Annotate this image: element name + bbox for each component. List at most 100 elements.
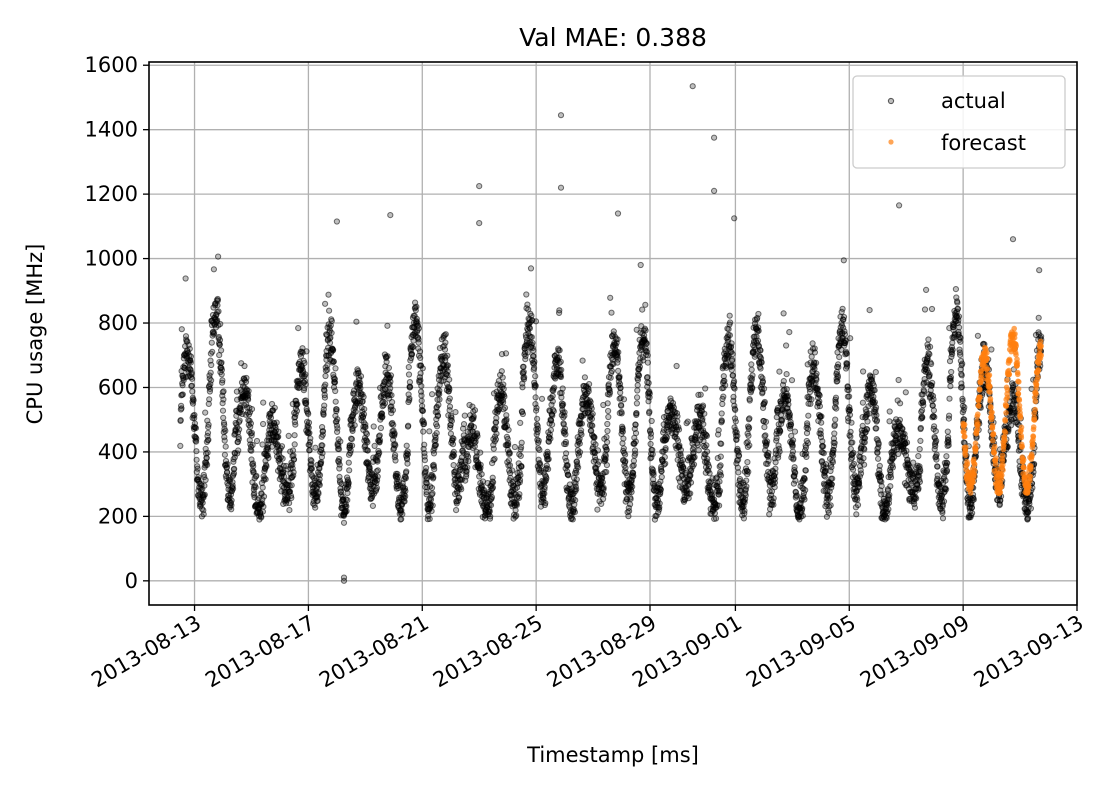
actual-point <box>544 476 549 481</box>
actual-point <box>533 319 538 324</box>
actual-point <box>704 433 709 438</box>
actual-point <box>530 340 535 345</box>
actual-point <box>249 407 254 412</box>
actual-point <box>649 418 654 423</box>
actual-point <box>762 399 767 404</box>
actual-point <box>180 383 185 388</box>
actual-point <box>665 435 670 440</box>
actual-point <box>745 460 750 465</box>
actual-point <box>361 394 366 399</box>
actual-point <box>945 461 950 466</box>
actual-point <box>558 113 563 118</box>
forecast-point <box>992 444 998 450</box>
actual-point <box>506 443 511 448</box>
actual-point <box>934 438 939 443</box>
actual-point <box>579 421 584 426</box>
actual-point <box>345 491 350 496</box>
actual-point <box>777 369 782 374</box>
actual-point <box>897 417 902 422</box>
actual-point <box>1009 423 1014 428</box>
actual-point <box>563 439 568 444</box>
forecast-point <box>1019 435 1025 441</box>
actual-point <box>918 425 923 430</box>
actual-point <box>254 438 259 443</box>
actual-point <box>304 400 309 405</box>
actual-point <box>717 479 722 484</box>
actual-point <box>447 396 452 401</box>
actual-point <box>337 462 342 467</box>
actual-point <box>643 302 648 307</box>
forecast-point <box>1038 353 1044 359</box>
actual-point <box>558 374 563 379</box>
actual-point <box>291 470 296 475</box>
actual-point <box>635 388 640 393</box>
actual-point <box>215 298 220 303</box>
actual-point <box>377 450 382 455</box>
actual-point <box>944 487 949 492</box>
forecast-point <box>988 396 994 402</box>
actual-point <box>218 321 223 326</box>
actual-point <box>316 491 321 496</box>
actual-point <box>696 448 701 453</box>
actual-point <box>506 427 511 432</box>
actual-point <box>931 397 936 402</box>
actual-point <box>851 450 856 455</box>
actual-point <box>542 484 547 489</box>
actual-point <box>615 357 620 362</box>
forecast-point <box>1003 430 1009 436</box>
actual-point <box>194 449 199 454</box>
actual-point <box>823 474 828 479</box>
actual-point <box>399 517 404 522</box>
actual-point <box>662 455 667 460</box>
actual-point <box>219 348 224 353</box>
actual-point <box>851 461 856 466</box>
actual-point <box>935 464 940 469</box>
actual-point <box>617 374 622 379</box>
forecast-point <box>1031 424 1037 430</box>
actual-point <box>706 464 711 469</box>
actual-point <box>605 401 610 406</box>
actual-point <box>805 441 810 446</box>
actual-point <box>488 514 493 519</box>
actual-point <box>729 341 734 346</box>
actual-point <box>786 402 791 407</box>
actual-point <box>533 395 538 400</box>
actual-point <box>582 375 587 380</box>
actual-point <box>631 473 636 478</box>
actual-point <box>307 430 312 435</box>
actual-point <box>833 395 838 400</box>
actual-point <box>828 503 833 508</box>
actual-point <box>876 442 881 447</box>
actual-point <box>927 352 932 357</box>
actual-point <box>904 440 909 445</box>
actual-point <box>603 454 608 459</box>
actual-point <box>871 394 876 399</box>
actual-point <box>705 456 710 461</box>
actual-point <box>790 443 795 448</box>
actual-point <box>953 287 958 292</box>
actual-point <box>609 310 614 315</box>
actual-point <box>421 422 426 427</box>
actual-point <box>766 458 771 463</box>
actual-point <box>781 311 786 316</box>
actual-point <box>817 404 822 409</box>
actual-point <box>760 379 765 384</box>
actual-point <box>766 450 771 455</box>
actual-point <box>763 433 768 438</box>
actual-point <box>451 453 456 458</box>
actual-point <box>528 266 533 271</box>
actual-point <box>958 352 963 357</box>
x-tick-label: 2013-08-25 <box>429 611 547 693</box>
actual-point <box>732 386 737 391</box>
actual-point <box>465 465 470 470</box>
actual-point <box>236 437 241 442</box>
actual-point <box>550 393 555 398</box>
actual-point <box>921 389 926 394</box>
actual-point <box>821 451 826 456</box>
actual-point <box>817 393 822 398</box>
actual-point <box>800 506 805 511</box>
actual-point <box>601 492 606 497</box>
actual-point <box>572 509 577 514</box>
actual-point <box>633 451 638 456</box>
actual-point <box>832 431 837 436</box>
